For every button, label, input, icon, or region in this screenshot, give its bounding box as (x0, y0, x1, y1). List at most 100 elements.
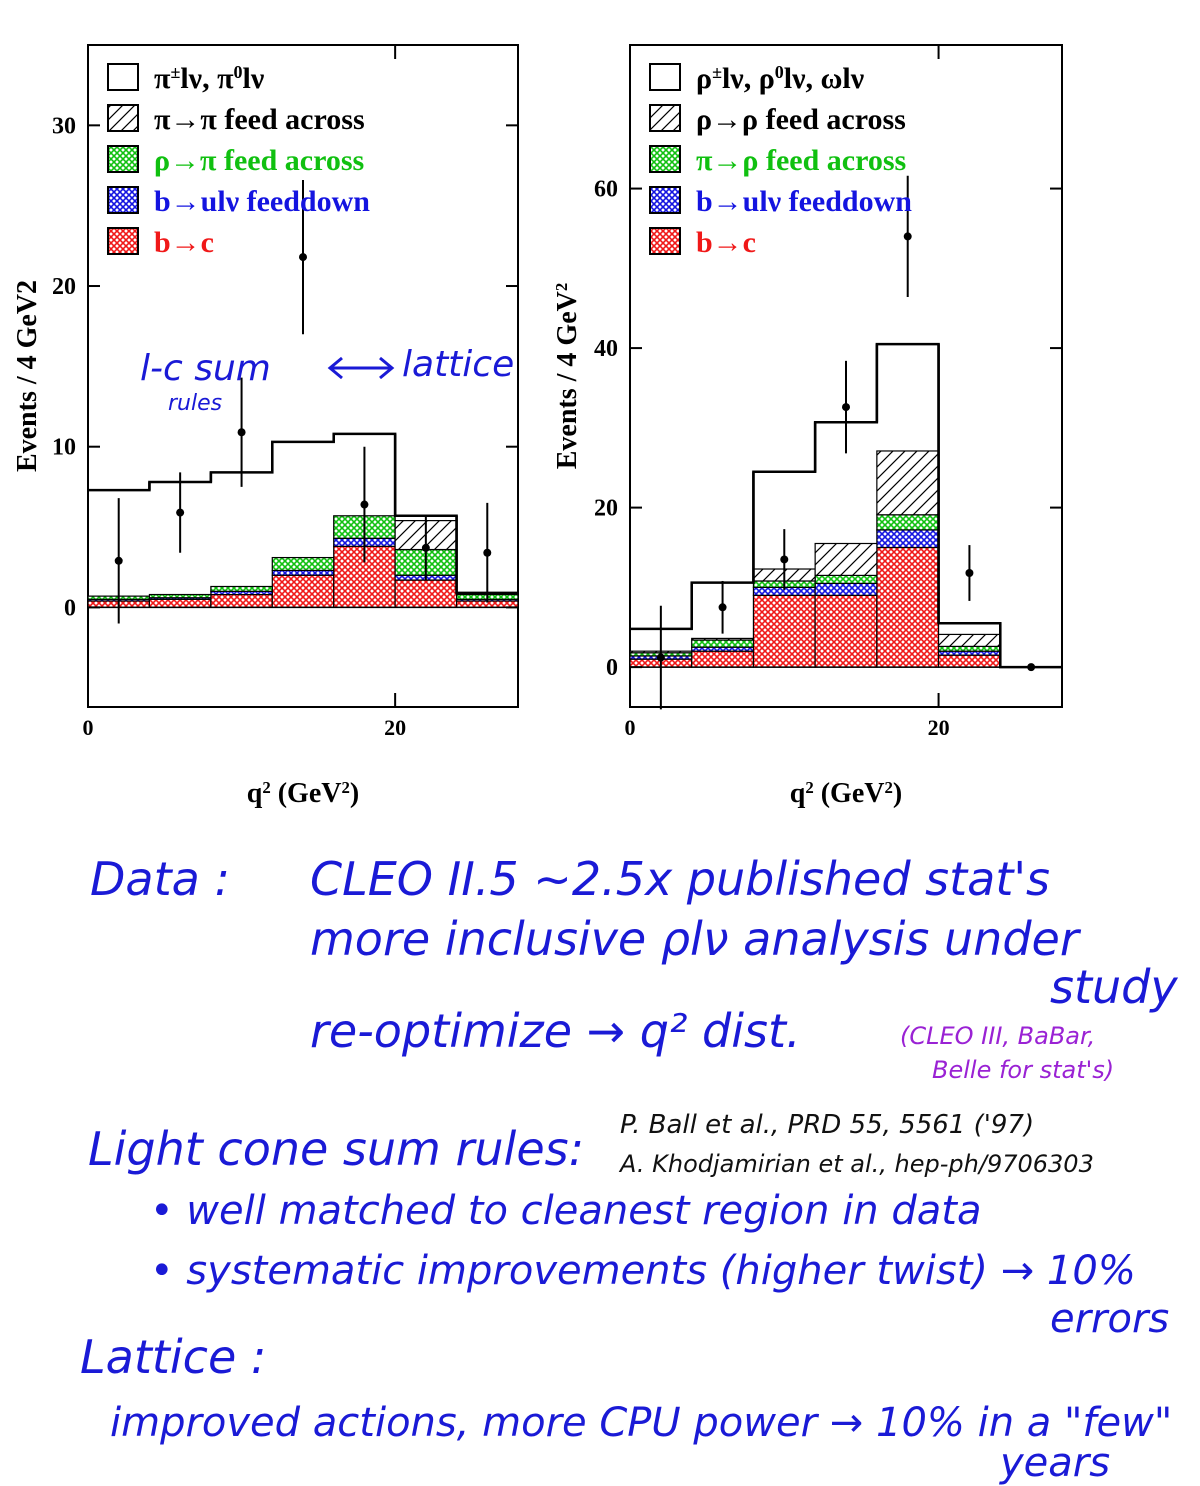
hist-bin-feed_cross (937, 645, 1001, 652)
y-axis-label: Events / 4 GeV2 (12, 280, 43, 472)
lc-bullet-1: • well matched to cleanest region in dat… (150, 1188, 982, 1234)
hist-bin-b_to_c (394, 579, 458, 608)
handwritten-annotation: l-c sum rules lattice (140, 344, 514, 416)
lc-bullet-2: • systematic improvements (higher twist)… (150, 1248, 1136, 1294)
data-purple-note-2: Belle for stat's) (932, 1056, 1115, 1084)
legend-swatch (107, 63, 139, 91)
legend-label: ρ→ρ feed across (696, 103, 906, 136)
signal-total-histogram (88, 432, 518, 595)
data-point (237, 428, 246, 437)
legend-label: b→c (154, 226, 214, 259)
legend-label: b→ulν feeddown (696, 185, 912, 218)
annotation-rules: rules (168, 391, 222, 416)
data-point (780, 555, 789, 564)
hist-bin-feed_cross (876, 514, 940, 531)
y-tick-label: 60 (594, 177, 618, 203)
legend-swatch (107, 186, 139, 214)
plot-frame (629, 44, 1063, 708)
legend-label: π→π feed across (154, 103, 365, 136)
legend-label: π±lν, π0lν (154, 62, 265, 95)
data-point (903, 232, 912, 241)
data-point (114, 556, 123, 565)
data-purple-note-1: (CLEO III, BaBar, (900, 1022, 1096, 1050)
data-point (656, 653, 665, 662)
hist-bin-b_to_c (752, 594, 816, 668)
pi-channel-chart: 0 10 20 30 0 20 π±lν, π0lν π→π feed across ρ→π … (12, 44, 519, 810)
hist-bin-feeddown (271, 569, 335, 576)
legend-label: ρ±lν, ρ0lν, ωlν (696, 62, 865, 95)
hist-bin-feed_cross (210, 585, 273, 592)
hist-bin-feeddown (814, 582, 878, 596)
x-tick-label: 0 (625, 715, 636, 740)
data-point (299, 253, 307, 262)
legend-label: b→c (696, 226, 756, 259)
data-point (360, 500, 369, 509)
y-axis-label: Events / 4 GeV2 (552, 283, 584, 470)
lattice-heading: Lattice : (80, 1330, 267, 1384)
data-point (965, 569, 974, 578)
annotation-lc-sum: l-c sum (140, 348, 271, 389)
x-axis-label: q2 (GeV2) (247, 778, 359, 810)
x-tick-label: 20 (928, 715, 950, 740)
data-line-2b: study (1050, 960, 1178, 1014)
hist-bin-b_to_c (148, 598, 212, 608)
hist-bin-b_to_c (271, 574, 335, 608)
legend-swatch (107, 104, 139, 132)
hist-bin-feed_cross (691, 639, 755, 648)
lattice-line-1b: years (1000, 1440, 1111, 1486)
legend-label: ρ→π feed across (154, 144, 364, 177)
hist-bin-feeddown (876, 529, 940, 549)
rho-channel-chart: 0 20 40 60 0 20 ρ±lν, ρ0lν, ωlν ρ→ρ feed acros… (552, 44, 1063, 810)
data-line-3: re-optimize → q² dist. (310, 1004, 801, 1058)
y-tick-label: 30 (52, 113, 76, 139)
lc-bullet-2b: errors (1050, 1296, 1170, 1342)
legend-swatch (107, 145, 139, 173)
y-tick-label: 20 (52, 274, 76, 300)
reference-2: A. Khodjamirian et al., hep-ph/9706303 (620, 1150, 1094, 1178)
legend-swatch (649, 186, 681, 214)
y-tick-label: 0 (606, 655, 618, 681)
hist-bin-feed_same (876, 450, 940, 516)
hist-bin-feed_cross (271, 556, 335, 572)
legend-swatch (649, 145, 681, 173)
data-heading: Data : (90, 852, 230, 906)
data-point (1027, 663, 1036, 672)
legend-swatch (649, 104, 681, 132)
hist-bin-b_to_c (876, 546, 940, 668)
hist-bin-b_to_c (937, 654, 1001, 668)
data-point (483, 548, 492, 557)
x-axis-label: q2 (GeV2) (790, 778, 902, 810)
legend-label: b→ulν feeddown (154, 185, 370, 218)
lc-heading: Light cone sum rules: (88, 1122, 585, 1176)
plot-frame (87, 44, 519, 708)
data-point (421, 543, 430, 552)
y-tick-label: 10 (52, 435, 76, 461)
x-tick-label: 20 (384, 715, 406, 740)
hist-bin-b_to_c (210, 593, 273, 608)
legend-label: π→ρ feed across (696, 144, 906, 177)
data-point (718, 603, 727, 612)
data-point (176, 508, 185, 517)
y-tick-label: 0 (64, 595, 76, 621)
hist-bin-feed_same (937, 633, 1001, 647)
y-tick-label: 40 (594, 336, 618, 362)
legend-swatch (107, 227, 139, 255)
data-line-2: more inclusive ρlν analysis under (310, 912, 1079, 966)
reference-1: P. Ball et al., PRD 55, 5561 ('97) (620, 1110, 1035, 1140)
hist-bin-b_to_c (691, 650, 755, 668)
hist-bin-feed_same (691, 637, 755, 641)
hist-bin-feed_cross (814, 574, 878, 584)
x-tick-label: 0 (83, 715, 94, 740)
annotation-lattice: lattice (402, 344, 514, 385)
legend-swatch (649, 63, 681, 91)
hist-bin-feed_cross (148, 593, 212, 599)
data-line-1: CLEO II.5 ~2.5x published stat's (310, 852, 1051, 906)
double-arrow-icon (327, 356, 395, 380)
hist-bin-b_to_c (814, 594, 878, 668)
y-tick-label: 20 (594, 496, 618, 522)
hist-bin-feed_same (814, 542, 878, 576)
lattice-line-1: improved actions, more CPU power → 10% i… (110, 1400, 1173, 1446)
legend-swatch (649, 227, 681, 255)
data-point (842, 403, 850, 412)
